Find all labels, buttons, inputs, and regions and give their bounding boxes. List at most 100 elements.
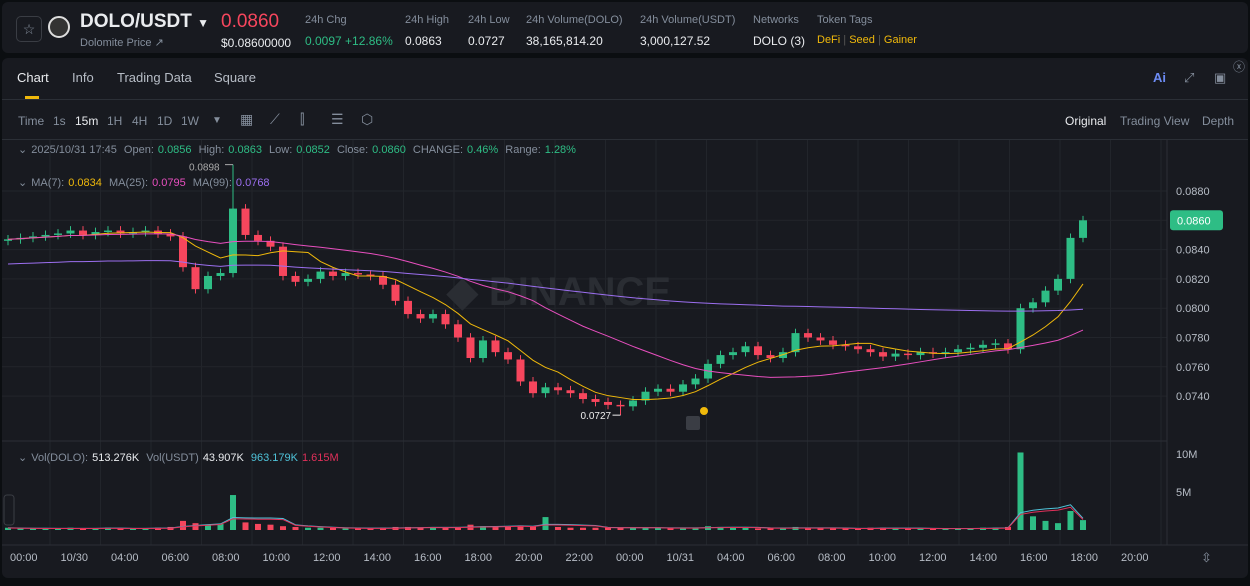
token-tags-label: Token Tags <box>817 14 873 26</box>
pair-selector[interactable]: DOLO/USDT ▼ <box>80 11 209 33</box>
volume-bar <box>767 528 774 530</box>
volume-bar <box>242 522 249 530</box>
stat-value: 38,165,814.20 <box>526 34 603 48</box>
volume-bar <box>842 528 849 530</box>
tag-gainer[interactable]: Gainer <box>883 34 917 46</box>
candle-body <box>66 230 75 234</box>
candle-body <box>641 391 650 401</box>
current-price-tag <box>1170 210 1223 231</box>
high-value: 0.0863 <box>228 144 262 156</box>
price-chart[interactable]: 0.0880 0.0840 0.0820 0.0800 0.0780 0.0760 0.07… <box>2 140 1248 578</box>
tab-chart[interactable]: Chart <box>17 70 49 85</box>
candle-body <box>604 401 612 405</box>
volume-bar <box>380 527 386 530</box>
volume-bar <box>567 527 574 530</box>
candle-body <box>1041 290 1050 303</box>
candle-body <box>229 208 237 274</box>
volume-bar <box>355 528 361 530</box>
binance-watermark: ◆ BINANCE <box>446 270 671 314</box>
expand-panel-handle <box>3 494 15 526</box>
volume-bar <box>105 527 111 530</box>
candle-body <box>329 271 337 276</box>
candle-body <box>304 278 312 282</box>
candle-body <box>4 239 12 241</box>
layout-icon[interactable]: ▣ <box>1214 70 1227 85</box>
candle-body <box>904 353 912 356</box>
volume-bar <box>630 527 636 530</box>
price-tick: 0.0800 <box>1176 303 1210 315</box>
view-original[interactable]: Original <box>1065 114 1107 128</box>
interval-Time[interactable]: Time <box>18 114 45 128</box>
fullscreen-icon[interactable]: ⤢ <box>1184 70 1195 85</box>
interval-15m[interactable]: 15m <box>75 114 99 128</box>
candle-type-icon[interactable]: ⫿ <box>300 111 305 127</box>
ai-button[interactable]: Ai <box>1153 70 1166 85</box>
volume-bar <box>742 527 749 530</box>
candle-body <box>241 208 250 235</box>
stat-4: 24h Volume(USDT) 3,000,127.52 <box>640 14 735 48</box>
token-tags: Token Tags DeFi | Seed | Gainer <box>817 14 917 46</box>
vol-dolo-label: Vol(DOLO): <box>31 452 89 464</box>
view-depth[interactable]: Depth <box>1202 114 1235 128</box>
candle-body <box>491 340 500 353</box>
time-tick: 04:00 <box>717 552 745 564</box>
tab-trading-data[interactable]: Trading Data <box>117 70 192 85</box>
tag-defi[interactable]: DeFi <box>817 34 841 46</box>
volume-bar <box>80 528 86 530</box>
interval-1D[interactable]: 1D <box>157 114 173 128</box>
candle-body <box>391 284 400 301</box>
calendar-icon[interactable]: ▦ <box>240 111 254 127</box>
token-price-link[interactable]: Dolomite Price ↗ <box>80 37 164 49</box>
interval-1W[interactable]: 1W <box>181 114 199 128</box>
candle-body <box>279 246 287 276</box>
volume-bar <box>180 520 186 530</box>
interval-1H[interactable]: 1H <box>107 114 123 128</box>
interval-4H[interactable]: 4H <box>132 114 148 128</box>
time-tick: 16:00 <box>414 552 442 564</box>
chart-panel: Chart Info Trading Data Square Ai ⤢ ▣ ⓧ … <box>2 58 1248 578</box>
tab-info[interactable]: Info <box>72 70 94 85</box>
candle-body <box>566 390 575 394</box>
tag-seed[interactable]: Seed <box>849 34 875 46</box>
chart-toolbar: Time 1s 15m 1H 4H 1D 1W ▼ ▦ ⟋ ⫿ ☰ ⬡ Original T… <box>2 100 1248 140</box>
last-price: 0.0860 <box>221 11 280 32</box>
price-tick: 0.0820 <box>1176 274 1210 286</box>
candle-body <box>791 333 800 353</box>
candle-body <box>816 337 825 341</box>
price-tick: 0.0760 <box>1176 362 1210 374</box>
volume-bar <box>905 528 911 530</box>
interval-1s[interactable]: 1s <box>53 114 66 128</box>
candle-body <box>766 355 775 359</box>
candle-body <box>1079 220 1087 238</box>
favorite-star-icon[interactable]: ☆ <box>16 16 42 42</box>
ticker-header: ☆ DOLO/USDT ▼ Dolomite Price ↗ 0.0860 $0… <box>2 2 1248 53</box>
candle-body <box>591 399 600 402</box>
close-icon[interactable]: ⓧ <box>1233 60 1246 74</box>
indicator-icon[interactable]: ⟋ <box>270 111 280 127</box>
volume-bar <box>430 527 436 530</box>
open-label: Open: <box>123 144 154 156</box>
vol-usdt-label: Vol(USDT) <box>146 452 199 464</box>
candle-body <box>291 275 300 282</box>
vol-ma2-value: 1.615M <box>301 452 339 464</box>
hexagon-settings-icon[interactable]: ⬡ <box>361 111 374 127</box>
view-trading-view[interactable]: Trading View <box>1120 114 1190 128</box>
ohlc-date: 2025/10/31 17:45 <box>31 144 117 156</box>
tab-square[interactable]: Square <box>214 70 256 85</box>
candle-body <box>804 333 812 338</box>
time-tick: 18:00 <box>1071 552 1099 564</box>
settings-list-icon[interactable]: ☰ <box>331 111 344 127</box>
candle-body <box>754 346 762 356</box>
more-intervals-caret-icon[interactable]: ▼ <box>212 115 222 126</box>
candle-body <box>691 378 700 385</box>
volume-bar <box>155 527 161 530</box>
candle-body <box>79 230 87 235</box>
candle-body <box>54 233 62 235</box>
volume-bar <box>967 528 974 530</box>
time-tick: 20:00 <box>515 552 543 564</box>
candle-body <box>429 314 437 319</box>
volume-bar <box>367 528 374 530</box>
volume-bar <box>667 528 674 530</box>
candle-body <box>891 353 900 357</box>
close-value: 0.0860 <box>372 144 406 156</box>
